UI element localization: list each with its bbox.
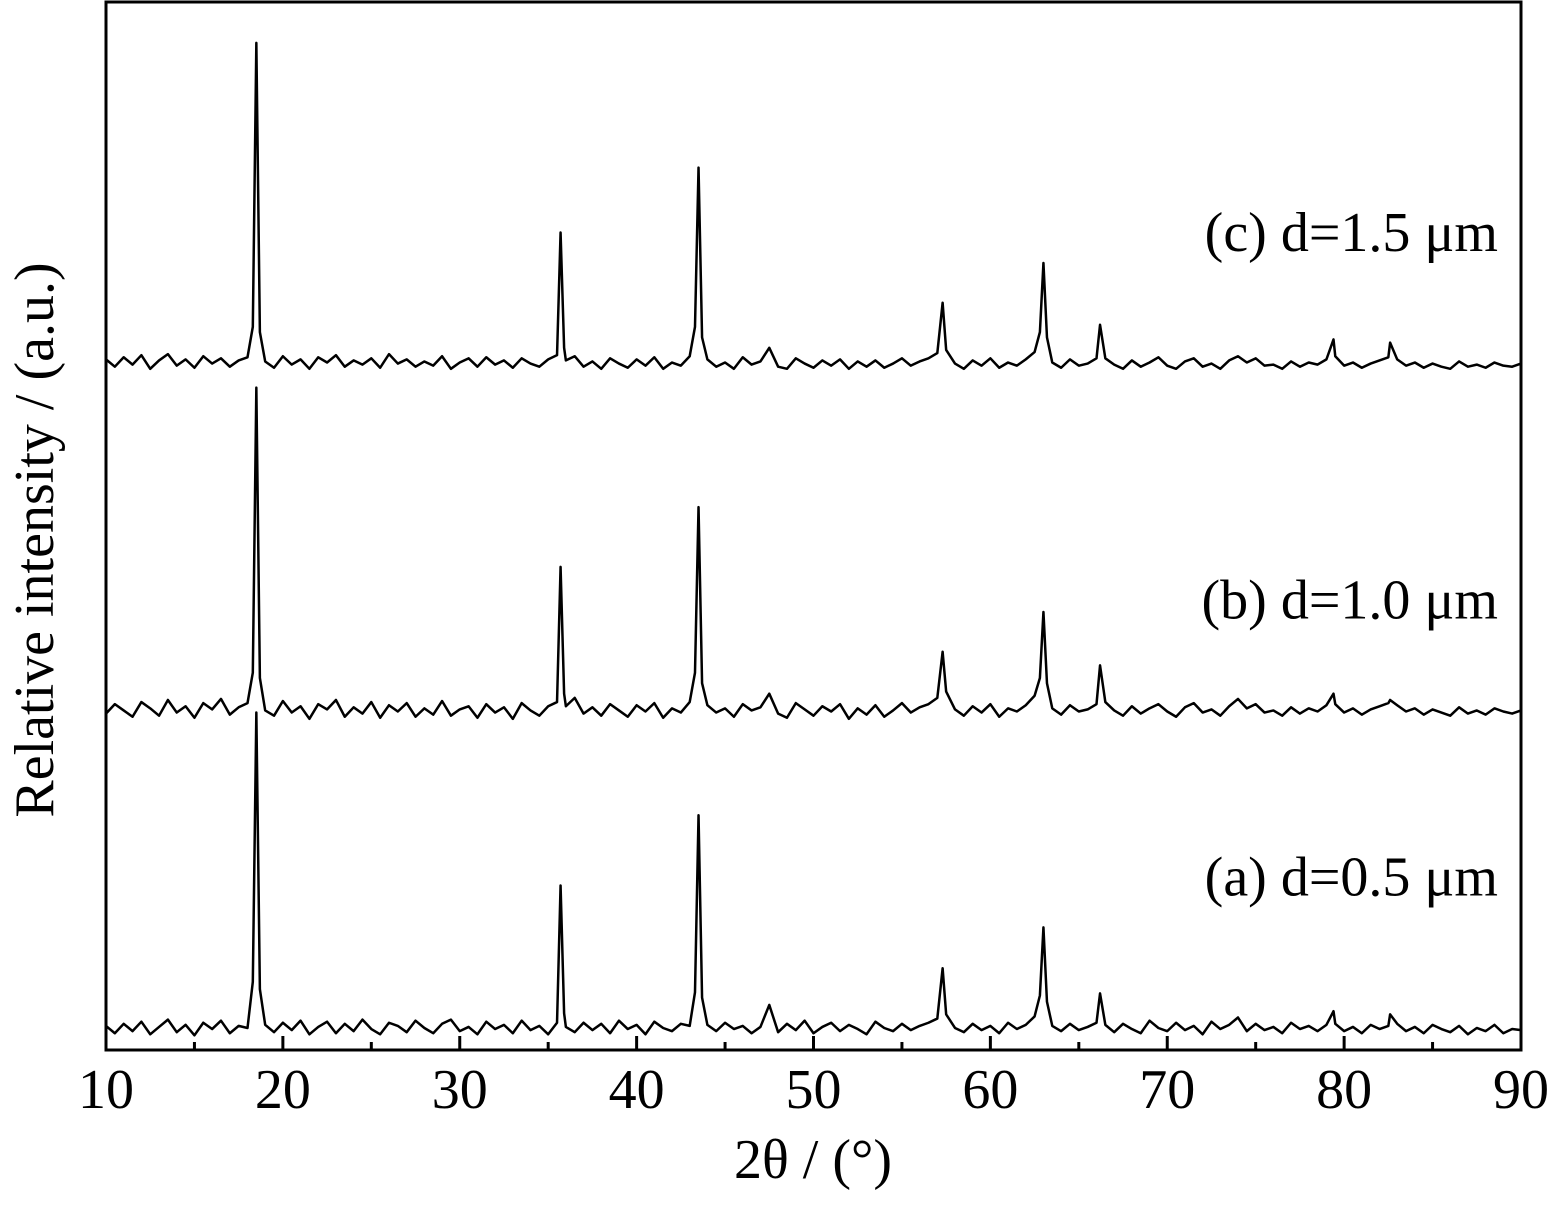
- x-tick-label: 50: [786, 1059, 842, 1121]
- series-label: (b) d=1.0 μm: [1202, 569, 1498, 631]
- x-axis-label: 2θ / (°): [734, 1129, 892, 1191]
- plot-frame: [104, 0, 1523, 1052]
- y-axis-label: Relative intensity / (a.u.): [4, 262, 66, 817]
- xrd-line: [105, 386, 1522, 721]
- x-tick-label: 20: [255, 1059, 311, 1121]
- xrd-line: [105, 41, 1522, 371]
- xrd-line: [105, 711, 1522, 1037]
- series-label: (c) d=1.5 μm: [1205, 202, 1498, 264]
- x-tick-label: 10: [78, 1059, 134, 1121]
- x-tick-label: 90: [1493, 1059, 1549, 1121]
- x-tick-label: 80: [1316, 1059, 1372, 1121]
- x-tick-label: 30: [432, 1059, 488, 1121]
- x-tick-label: 60: [962, 1059, 1018, 1121]
- series-label: (a) d=0.5 μm: [1205, 847, 1498, 909]
- x-tick-label: 70: [1139, 1059, 1195, 1121]
- x-tick-label: 40: [609, 1059, 665, 1121]
